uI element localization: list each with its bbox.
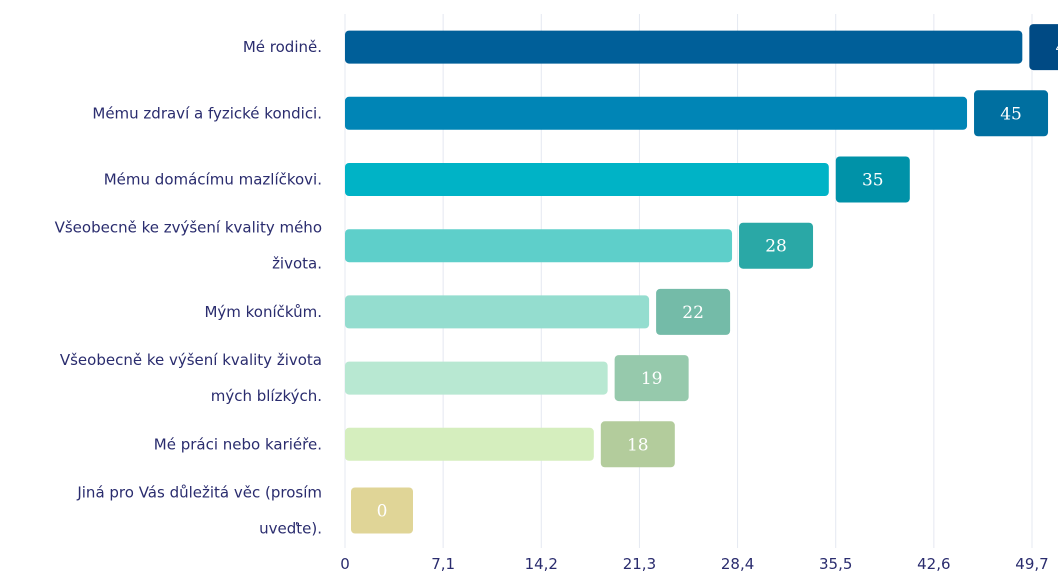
x-tick-label: 0 bbox=[340, 555, 350, 573]
value-label: 19 bbox=[641, 369, 663, 389]
bar[interactable] bbox=[345, 427, 594, 461]
value-label: 18 bbox=[627, 435, 649, 455]
value-label-box bbox=[351, 487, 413, 534]
x-tick-label: 42,6 bbox=[917, 555, 950, 573]
x-tick-label: 28,4 bbox=[721, 555, 754, 573]
category-label: Mé práci nebo kariéře. bbox=[154, 435, 322, 453]
category-label: Mému domácímu mazlíčkovi. bbox=[104, 171, 322, 189]
bar[interactable] bbox=[345, 229, 733, 263]
value-label-box bbox=[600, 421, 675, 468]
category-label: Mému zdraví a fyzické kondici. bbox=[92, 104, 322, 122]
category-label: uveďte). bbox=[259, 520, 322, 538]
value-label-box bbox=[656, 288, 731, 335]
value-label: 0 bbox=[377, 502, 388, 522]
value-label-box bbox=[974, 90, 1049, 137]
category-label: Všeobecně ke výšení kvality života bbox=[60, 351, 322, 369]
value-label: 35 bbox=[862, 171, 884, 191]
value-label: 45 bbox=[1000, 104, 1022, 124]
value-label: 28 bbox=[765, 237, 787, 257]
category-label: Mé rodině. bbox=[243, 38, 322, 56]
value-label: 22 bbox=[682, 303, 704, 323]
category-label: života. bbox=[272, 255, 322, 273]
value-label-box bbox=[1029, 24, 1058, 71]
category-label: Všeobecně ke zvýšení kvality mého bbox=[55, 219, 322, 237]
bar[interactable] bbox=[345, 96, 968, 130]
value-label-box bbox=[739, 222, 814, 269]
value-label: 49 bbox=[1056, 38, 1058, 58]
x-tick-label: 14,2 bbox=[525, 555, 558, 573]
x-tick-label: 21,3 bbox=[623, 555, 656, 573]
category-label: Jiná pro Vás důležitá věc (prosím bbox=[76, 484, 322, 502]
value-label-box bbox=[835, 156, 910, 203]
value-label-box bbox=[614, 355, 689, 402]
bar[interactable] bbox=[345, 361, 608, 395]
category-label: Mým koníčkům. bbox=[204, 303, 322, 321]
x-tick-label: 49,7 bbox=[1015, 555, 1048, 573]
bar[interactable] bbox=[345, 163, 829, 196]
bar[interactable] bbox=[345, 295, 650, 329]
category-label: mých blízkých. bbox=[211, 387, 322, 405]
bar[interactable] bbox=[345, 30, 1023, 64]
x-tick-label: 7,1 bbox=[431, 555, 455, 573]
x-tick-label: 35,5 bbox=[819, 555, 852, 573]
